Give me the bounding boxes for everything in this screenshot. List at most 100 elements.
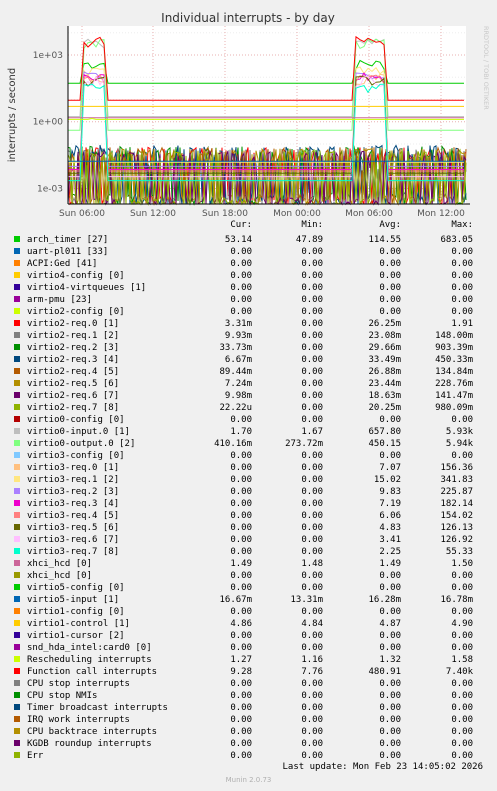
legend-min: 0.00: [301, 523, 323, 533]
legend-cur: 53.14: [224, 235, 252, 245]
legend-swatch: [14, 296, 20, 302]
legend-cur: 0.00: [230, 691, 252, 701]
legend-cur: 0.00: [230, 607, 252, 617]
legend-name: xhci_hcd [0]: [27, 571, 93, 581]
legend-cur: 9.93m: [224, 331, 252, 341]
legend-min: 0.00: [301, 295, 323, 305]
legend-avg: 0.00: [379, 751, 401, 761]
legend-swatch: [14, 428, 20, 434]
chart: Individual interrupts - by day interrupt…: [7, 11, 490, 219]
col-header-min: Min:: [301, 220, 323, 230]
legend-cur: 1.27: [230, 655, 252, 665]
legend-row: virtio0-input.0 [1] 1.70 1.67 657.80 5.93k: [0, 426, 497, 438]
legend-cur: 0.00: [230, 703, 252, 713]
legend-max: 1.91: [451, 319, 473, 329]
legend-row: virtio2-req.0 [1] 3.31m 0.00 26.25m 1.91: [0, 318, 497, 330]
legend-max: 0.00: [451, 703, 473, 713]
legend-swatch: [14, 740, 20, 746]
legend-min: 0.00: [301, 631, 323, 641]
series-line: [68, 117, 464, 120]
legend-cur: 0.00: [230, 727, 252, 737]
legend-avg: 23.08m: [368, 331, 401, 341]
legend-avg: 0.00: [379, 571, 401, 581]
legend-swatch: [14, 236, 20, 242]
series-line: [68, 66, 464, 163]
legend-min: 1.67: [301, 427, 323, 437]
legend-row: virtio3-req.0 [1] 0.00 0.00 7.07 156.36: [0, 462, 497, 474]
legend-avg: 0.00: [379, 643, 401, 653]
legend-swatch: [14, 260, 20, 266]
legend-max: 450.33m: [435, 355, 473, 365]
legend-swatch: [14, 704, 20, 710]
legend-max: 0.00: [451, 679, 473, 689]
legend-name: Function call interrupts: [27, 667, 158, 677]
legend-max: 683.05: [440, 235, 473, 245]
legend-cur: 9.28: [230, 667, 252, 677]
legend-name: virtio3-req.2 [3]: [27, 487, 120, 497]
legend-min: 0.00: [301, 319, 323, 329]
y-tick-label: 1e-03: [37, 184, 63, 194]
legend-min: 0.00: [301, 331, 323, 341]
legend-swatch: [14, 728, 20, 734]
legend-avg: 450.15: [368, 439, 401, 449]
legend-max: 341.83: [440, 475, 473, 485]
series-line: [68, 75, 464, 178]
legend-avg: 2.25: [379, 547, 401, 557]
legend-min: 0.00: [301, 475, 323, 485]
legend-name: arch_timer [27]: [27, 235, 109, 245]
col-header-cur: Cur:: [230, 220, 252, 230]
legend-min: 4.84: [301, 619, 323, 629]
legend-min: 0.00: [301, 451, 323, 461]
legend-swatch: [14, 752, 20, 758]
legend-name: virtio3-req.1 [2]: [27, 475, 120, 485]
legend-swatch: [14, 524, 20, 530]
legend-swatch: [14, 584, 20, 590]
legend-avg: 0.00: [379, 283, 401, 293]
legend-avg: 29.66m: [368, 343, 401, 353]
legend-name: snd_hda_intel:card0 [0]: [27, 643, 152, 653]
legend-max: 0.00: [451, 631, 473, 641]
legend-name: CPU backtrace interrupts: [27, 727, 158, 737]
legend-min: 0.00: [301, 487, 323, 497]
legend-row: virtio3-req.3 [4] 0.00 0.00 7.19 182.14: [0, 498, 497, 510]
legend-min: 1.48: [301, 559, 323, 569]
side-label: RRDTOOL / TOBI OETIKER: [482, 26, 490, 110]
legend-swatch: [14, 416, 20, 422]
legend-avg: 16.28m: [368, 595, 401, 605]
legend-cur: 0.00: [230, 679, 252, 689]
legend-swatch: [14, 668, 20, 674]
legend-swatch: [14, 368, 20, 374]
series-line: [68, 71, 464, 167]
series-line: [68, 35, 464, 101]
legend-max: 148.00m: [435, 331, 473, 341]
legend-cur: 7.24m: [224, 379, 252, 389]
legend-row: virtio2-req.1 [2] 9.93m 0.00 23.08m 148.00m: [0, 330, 497, 342]
legend-max: 0.00: [451, 583, 473, 593]
legend-max: 7.40k: [445, 667, 473, 677]
legend-max: 0.00: [451, 415, 473, 425]
legend-avg: 0.00: [379, 703, 401, 713]
legend-max: 4.90: [451, 619, 473, 629]
legend-cur: 16.67m: [219, 595, 252, 605]
legend-row: virtio1-config [0] 0.00 0.00 0.00 0.00: [0, 606, 497, 618]
legend-row: xhci_hcd [0] 1.49 1.48 1.49 1.50: [0, 558, 497, 570]
legend-swatch: [14, 452, 20, 458]
legend-cur: 0.00: [230, 295, 252, 305]
legend-max: 0.00: [451, 691, 473, 701]
legend-min: 0.00: [301, 391, 323, 401]
legend-avg: 20.25m: [368, 403, 401, 413]
legend-avg: 23.44m: [368, 379, 401, 389]
legend-min: 0.00: [301, 715, 323, 725]
legend-row: Rescheduling interrupts 1.27 1.16 1.32 1.58: [0, 654, 497, 666]
legend-min: 0.00: [301, 571, 323, 581]
legend-cur: 0.00: [230, 739, 252, 749]
legend-name: virtio1-config [0]: [27, 607, 125, 617]
legend-name: CPU stop NMIs: [27, 691, 98, 701]
legend-min: 0.00: [301, 499, 323, 509]
legend-avg: 0.00: [379, 271, 401, 281]
legend-cur: 0.00: [230, 571, 252, 581]
legend-swatch: [14, 284, 20, 290]
legend-min: 0.00: [301, 607, 323, 617]
legend-min: 0.00: [301, 679, 323, 689]
legend-cur: 6.67m: [224, 355, 252, 365]
